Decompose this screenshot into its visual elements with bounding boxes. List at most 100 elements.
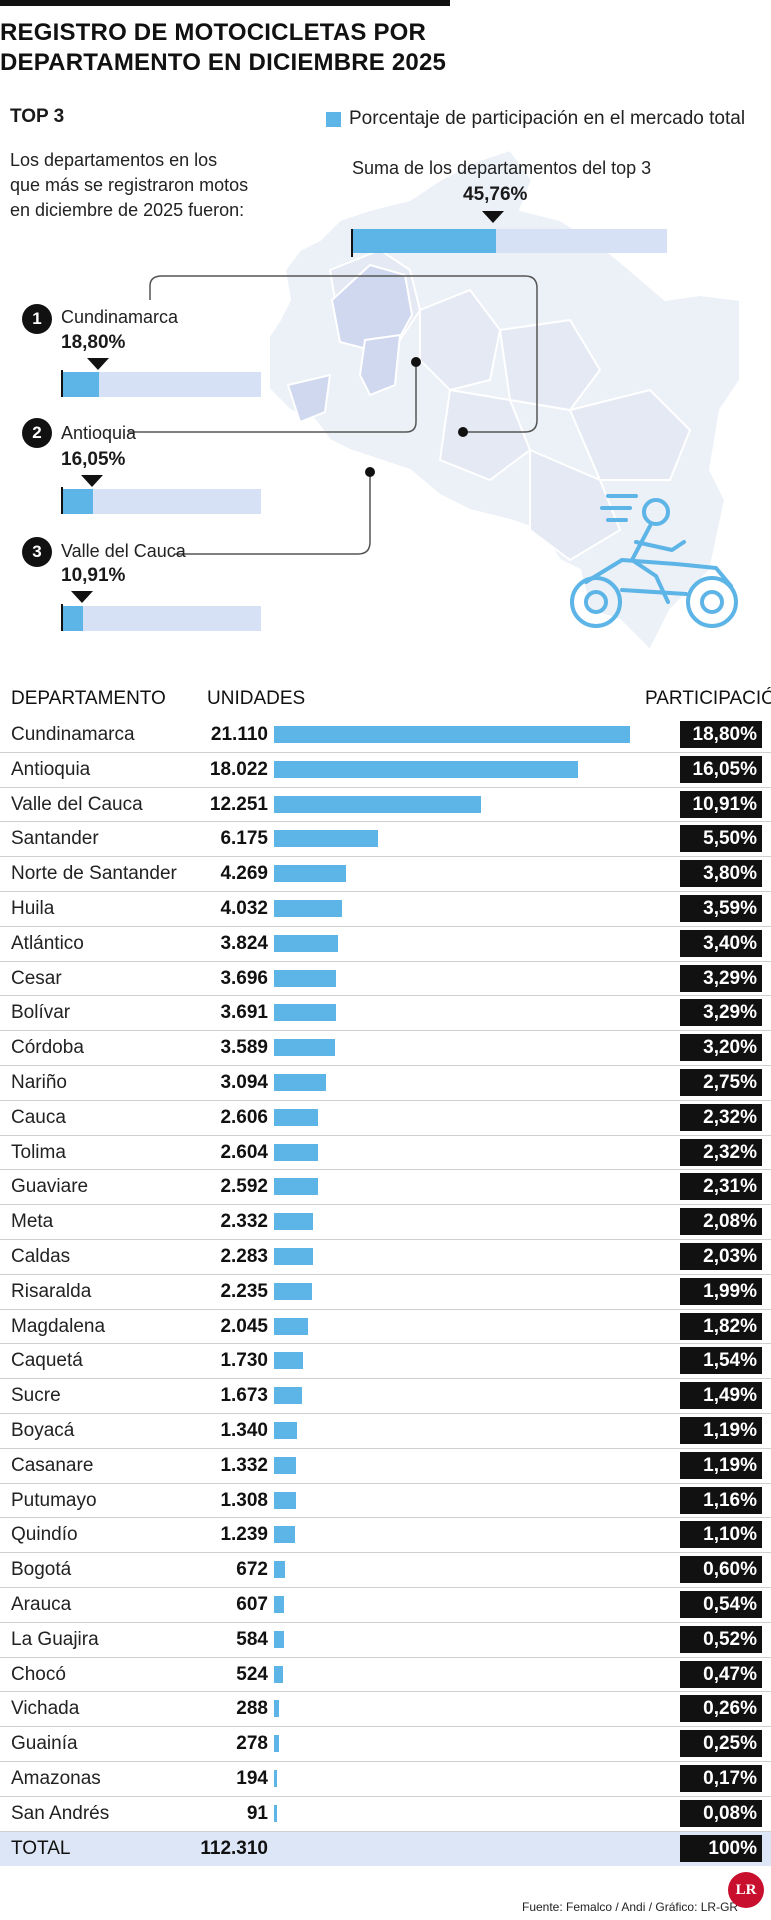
valle-region-icon — [286, 373, 332, 424]
rank-fill-2 — [61, 489, 94, 514]
antioquia-region-icon — [330, 263, 414, 357]
rank-marker-2-icon — [81, 475, 103, 487]
share-badge: 1,49% — [680, 1382, 762, 1410]
antioquia-dot — [411, 357, 421, 367]
units-bar — [274, 865, 346, 883]
share-badge: 18,80% — [680, 721, 762, 748]
table-row: Bogotá 672 0,60% — [0, 1553, 771, 1588]
share-badge: 3,40% — [680, 929, 762, 957]
table-row: Nariño 3.094 2,75% — [0, 1066, 771, 1101]
share-badge: 2,75% — [680, 1068, 762, 1096]
units-bar — [274, 726, 630, 743]
department-label: Vichada — [11, 1698, 80, 1720]
units-bar — [274, 1247, 313, 1265]
share-badge: 3,29% — [680, 964, 762, 992]
colombia-map-icon — [270, 150, 740, 650]
legend: Porcentaje de participación en el mercad… — [326, 108, 745, 130]
units-bar — [274, 1178, 318, 1196]
table-row: La Guajira 584 0,52% — [0, 1623, 771, 1658]
share-badge: 0,60% — [680, 1556, 762, 1584]
rank-track-1 — [61, 372, 261, 397]
units-bar — [274, 1595, 285, 1613]
rank-track-2 — [61, 489, 261, 514]
share-badge: 16,05% — [680, 755, 762, 783]
share-badge: 1,16% — [680, 1486, 762, 1514]
units-label: 1.239 — [220, 1524, 268, 1546]
header-units: UNIDADES — [207, 688, 306, 709]
share-badge: 0,47% — [680, 1660, 762, 1688]
units-label: 4.032 — [220, 897, 268, 919]
legend-label: Porcentaje de participación en el mercad… — [349, 108, 746, 129]
department-label: Quindío — [11, 1524, 78, 1546]
department-label: Risaralda — [11, 1280, 92, 1302]
table-row: Amazonas 194 0,17% — [0, 1762, 771, 1797]
share-badge: 1,54% — [680, 1347, 762, 1375]
department-label: San Andrés — [11, 1802, 110, 1824]
units-label: 2.592 — [220, 1176, 268, 1198]
units-label: 524 — [236, 1663, 268, 1685]
table-row: Antioquia 18.022 16,05% — [0, 753, 771, 788]
table-row: Risaralda 2.235 1,99% — [0, 1275, 771, 1310]
share-badge: 3,59% — [680, 894, 762, 922]
table-row: Huila 4.032 3,59% — [0, 892, 771, 927]
units-bar — [274, 1213, 314, 1231]
table-row: Magdalena 2.045 1,82% — [0, 1310, 771, 1345]
department-label: Santander — [11, 828, 99, 850]
rank-badge-1: 1 — [22, 304, 52, 334]
units-label: 2.604 — [220, 1141, 268, 1163]
units-bar — [274, 1108, 318, 1126]
rank-badge-3: 3 — [22, 537, 52, 567]
department-label: Chocó — [11, 1663, 66, 1685]
sum-axis-tick — [351, 229, 353, 257]
units-bar — [274, 934, 339, 952]
units-bar — [274, 1282, 312, 1300]
table-row: Sucre 1.673 1,49% — [0, 1379, 771, 1414]
department-label: Antioquia — [11, 758, 91, 780]
share-badge: 0,54% — [680, 1590, 762, 1618]
rank-tick-1 — [61, 370, 63, 397]
table-row: Atlántico 3.824 3,40% — [0, 927, 771, 962]
units-label: 6.175 — [220, 828, 268, 850]
share-badge: 1,10% — [680, 1521, 762, 1549]
share-badge: 2,08% — [680, 1208, 762, 1236]
department-label: Guaviare — [11, 1176, 89, 1198]
units-bar — [274, 1352, 304, 1370]
units-label: 2.283 — [220, 1245, 268, 1267]
units-bar — [274, 1073, 327, 1091]
units-label: 3.696 — [220, 967, 268, 989]
department-label: Nariño — [11, 1071, 67, 1093]
table-row: Tolima 2.604 2,32% — [0, 1136, 771, 1171]
sum-fill — [351, 229, 496, 253]
table-row: Valle del Cauca 12.251 10,91% — [0, 788, 771, 823]
table-row: Putumayo 1.308 1,16% — [0, 1484, 771, 1519]
cundinamarca-dot — [458, 427, 468, 437]
share-badge: 0,17% — [680, 1764, 762, 1792]
units-label: 607 — [236, 1593, 268, 1615]
units-label: 194 — [236, 1767, 268, 1789]
department-label: Bogotá — [11, 1559, 72, 1581]
units-bar — [274, 1804, 277, 1822]
units-bar — [274, 830, 379, 848]
department-label: Sucre — [11, 1385, 61, 1407]
units-bar — [274, 899, 342, 917]
table-row: Norte de Santander 4.269 3,80% — [0, 857, 771, 892]
units-label: 288 — [236, 1698, 268, 1720]
units-bar — [274, 1630, 284, 1648]
units-bar — [274, 1387, 303, 1405]
share-badge: 2,03% — [680, 1242, 762, 1270]
units-label: 21.110 — [210, 724, 268, 745]
department-label: Meta — [11, 1211, 54, 1233]
lr-logo: LR — [728, 1872, 764, 1908]
units-bar — [274, 1491, 297, 1509]
units-label: 12.251 — [209, 793, 268, 815]
units-label: 1.308 — [220, 1489, 268, 1511]
department-label: Córdoba — [11, 1037, 84, 1059]
share-badge: 2,31% — [680, 1173, 762, 1201]
department-label: Valle del Cauca — [11, 793, 143, 815]
table-row: Boyacá 1.340 1,19% — [0, 1414, 771, 1449]
table-row: Guaviare 2.592 2,31% — [0, 1170, 771, 1206]
units-label: 1.730 — [220, 1350, 268, 1372]
units-label: 1.332 — [220, 1454, 268, 1476]
rank-pct-2: 16,05% — [61, 449, 126, 470]
department-label: Caldas — [11, 1245, 71, 1267]
